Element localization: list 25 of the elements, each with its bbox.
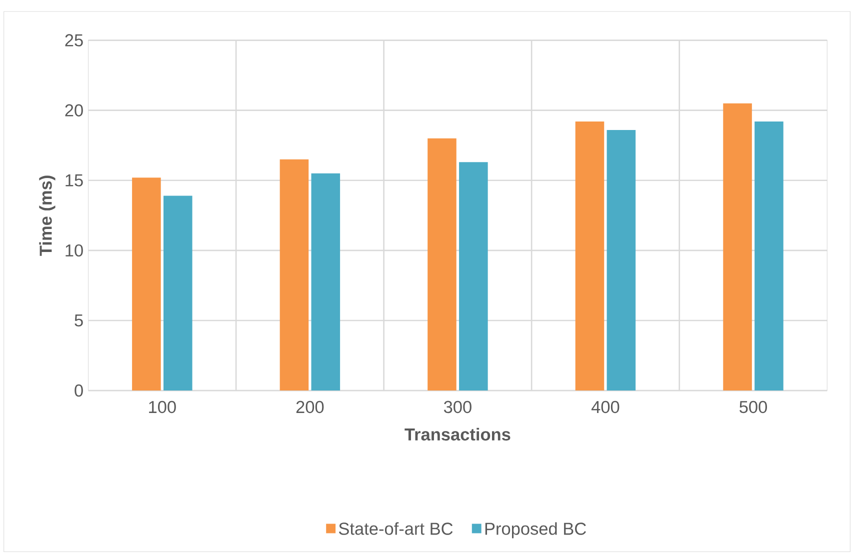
bar (575, 122, 604, 391)
x-tick-label: 400 (591, 401, 620, 414)
y-axis-title: Time (ms) (39, 176, 56, 256)
bar (163, 196, 192, 391)
bar (311, 174, 340, 391)
legend-label: State-of-art BC (338, 522, 453, 536)
x-tick-label: 500 (740, 401, 767, 414)
x-tick-label: 300 (444, 401, 472, 414)
bar (459, 162, 488, 391)
x-axis-title: Transactions (404, 428, 510, 441)
y-tick-label: 25 (65, 34, 83, 47)
y-tick-label: 10 (66, 244, 83, 257)
x-tick-label: 200 (296, 401, 324, 414)
y-tick-label: 0 (74, 384, 83, 397)
bar (132, 178, 161, 391)
bar (428, 138, 456, 391)
legend-label: Proposed BC (485, 522, 586, 538)
bar (723, 104, 752, 391)
bar (606, 130, 636, 391)
y-tick-label: 5 (74, 314, 83, 327)
y-tick-label: 15 (66, 174, 83, 187)
bar (280, 160, 309, 391)
x-tick-label: 100 (149, 401, 176, 414)
y-tick-label: 20 (65, 104, 83, 117)
bar (754, 122, 784, 391)
